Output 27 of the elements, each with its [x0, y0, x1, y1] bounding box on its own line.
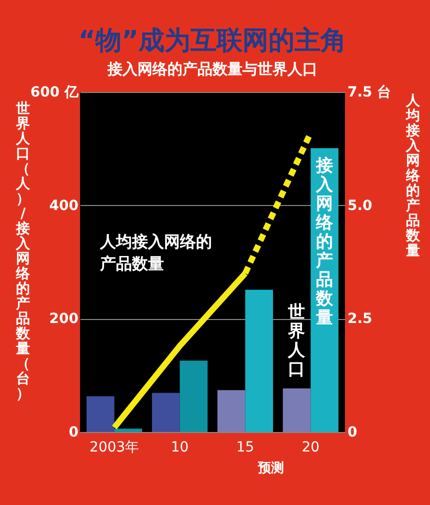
bar — [152, 392, 180, 432]
bar — [245, 290, 274, 432]
y-tick-label: 600 亿 — [30, 84, 80, 100]
y2-tick-label: 2.5 — [348, 311, 372, 328]
text: 世界人口（人）/接入网络的产品数量（台） — [16, 101, 30, 402]
bar — [180, 360, 208, 432]
x-tick-label: 20 — [302, 440, 320, 456]
series-label: 世界人口 — [287, 302, 306, 380]
x-tick-label: 2003年 — [90, 440, 140, 456]
chart-subtitle: 接入网络的产品数量与世界人口 — [106, 60, 318, 78]
text: 接入网络的产品数量 — [316, 156, 334, 328]
y2-tick-label: 7.5 台 — [348, 84, 392, 100]
y2-tick-label: 0 — [348, 424, 358, 440]
bar — [114, 428, 142, 432]
x-tick-label: 15 — [236, 440, 254, 456]
chart-title: “物”成为互联网的主角 — [78, 26, 347, 56]
y-tick-label: 200 — [49, 311, 79, 328]
series-label: 人均接入网络的产品数量 — [99, 232, 212, 273]
y2-tick-label: 5.0 — [348, 198, 373, 214]
x-tick-label: 10 — [170, 440, 189, 456]
bar — [217, 390, 246, 432]
bar — [86, 396, 114, 432]
y-tick-label: 400 — [49, 198, 79, 214]
text: 人均接入网络的产品数量 — [406, 93, 420, 259]
bar — [282, 388, 311, 432]
y-tick-label: 0 — [68, 424, 79, 440]
text: 预测 — [256, 461, 284, 476]
